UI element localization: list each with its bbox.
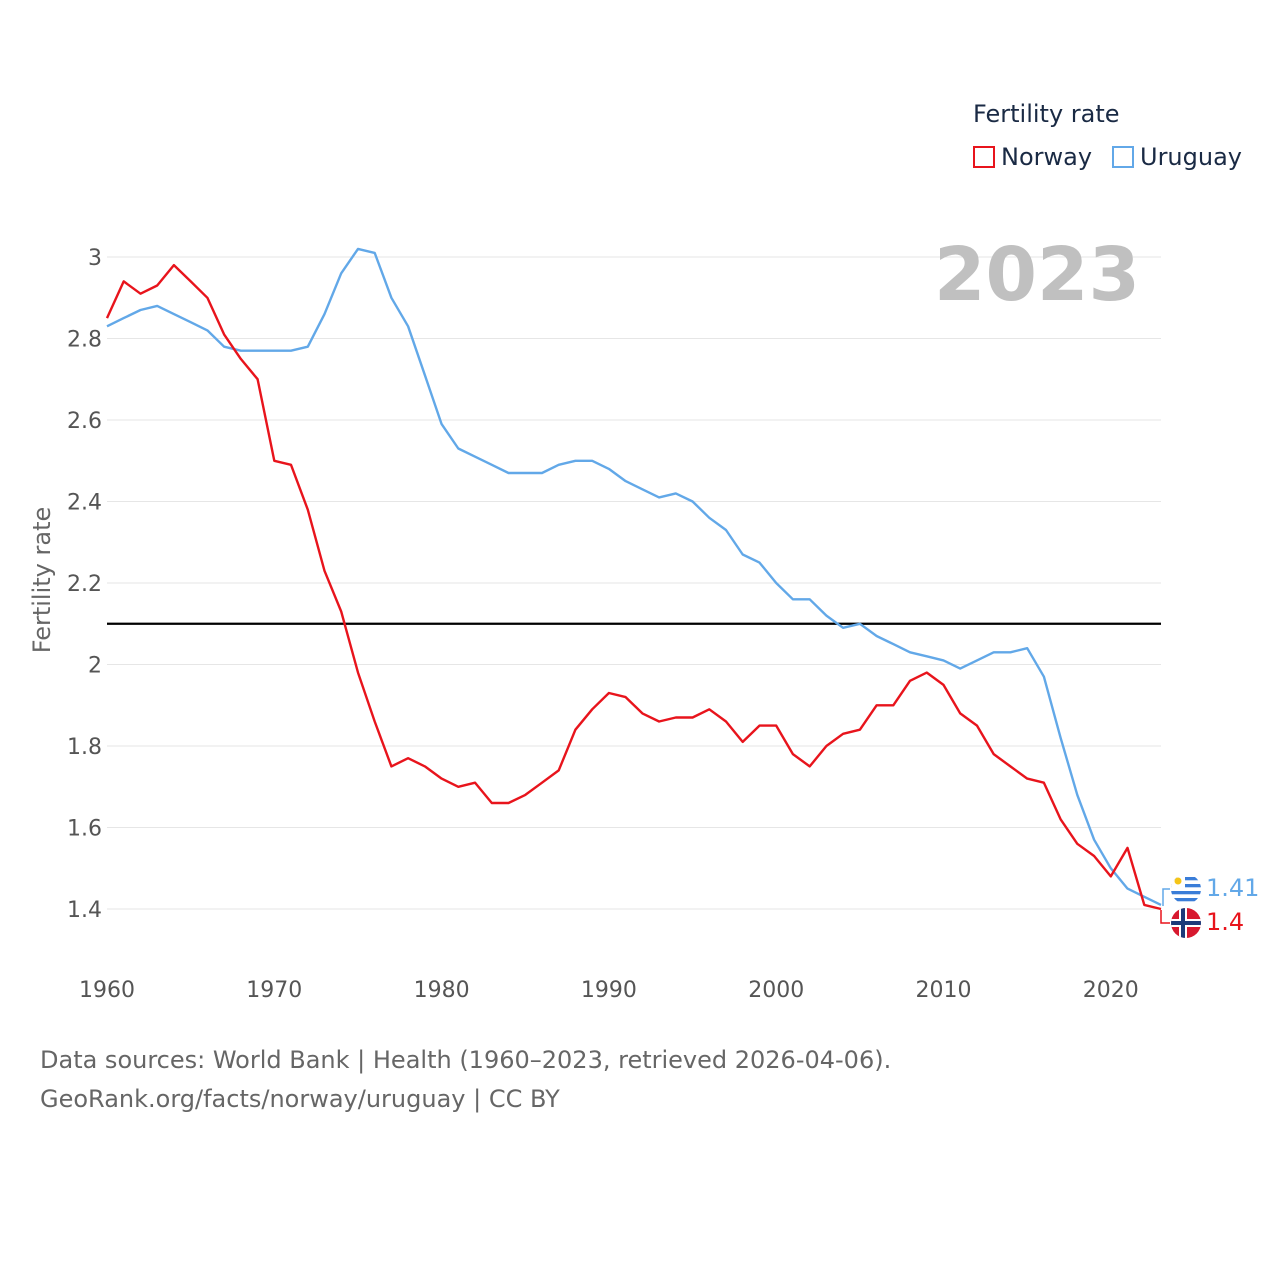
norway-flag-icon <box>1171 908 1201 938</box>
x-tick-label: 1960 <box>79 978 135 1003</box>
uruguay-flag-icon <box>1171 874 1201 904</box>
y-tick-label: 1.6 <box>67 817 102 842</box>
y-tick-label: 2.4 <box>67 491 102 516</box>
legend-title: Fertility rate <box>973 100 1120 128</box>
x-tick-label: 2010 <box>916 978 972 1003</box>
legend-swatch-uruguay <box>1112 146 1134 168</box>
uruguay-label-connector <box>1162 888 1170 906</box>
uruguay-end-value: 1.41 <box>1206 874 1260 902</box>
source-line-1: Data sources: World Bank | Health (1960–… <box>40 1046 892 1074</box>
y-tick-label: 2.6 <box>67 409 102 434</box>
y-axis-ticks: 1.4 1.6 1.8 2 2.2 2.4 2.6 2.8 3 <box>67 246 102 923</box>
x-tick-label: 1990 <box>581 978 637 1003</box>
x-tick-label: 1980 <box>414 978 470 1003</box>
y-tick-label: 1.4 <box>67 898 102 923</box>
gridlines <box>107 256 1161 910</box>
y-tick-label: 2.2 <box>67 572 102 597</box>
norway-label-connector <box>1160 910 1170 924</box>
y-tick-label: 2 <box>88 654 102 679</box>
legend-item-uruguay[interactable]: Uruguay <box>1112 143 1242 171</box>
year-overlay: 2023 <box>934 232 1140 318</box>
x-axis-ticks: 1960 1970 1980 1990 2000 2010 2020 <box>79 978 1139 1003</box>
y-tick-label: 2.8 <box>67 328 102 353</box>
y-tick-label: 1.8 <box>67 735 102 760</box>
legend-swatch-norway <box>973 146 995 168</box>
norway-end-value: 1.4 <box>1206 908 1245 936</box>
legend-item-norway[interactable]: Norway <box>973 143 1092 171</box>
series-lines <box>105 247 1162 911</box>
y-axis-label: Fertility rate <box>28 507 56 654</box>
legend-label-norway: Norway <box>1001 143 1093 171</box>
x-tick-label: 1970 <box>246 978 302 1003</box>
x-tick-label: 2020 <box>1083 978 1139 1003</box>
x-tick-label: 2000 <box>748 978 804 1003</box>
legend-label-uruguay: Uruguay <box>1140 143 1242 171</box>
source-line-2: GeoRank.org/facts/norway/uruguay | CC BY <box>40 1085 560 1113</box>
y-tick-label: 3 <box>88 246 102 271</box>
series-line-norway <box>105 263 1162 911</box>
series-line-uruguay <box>106 247 1162 906</box>
